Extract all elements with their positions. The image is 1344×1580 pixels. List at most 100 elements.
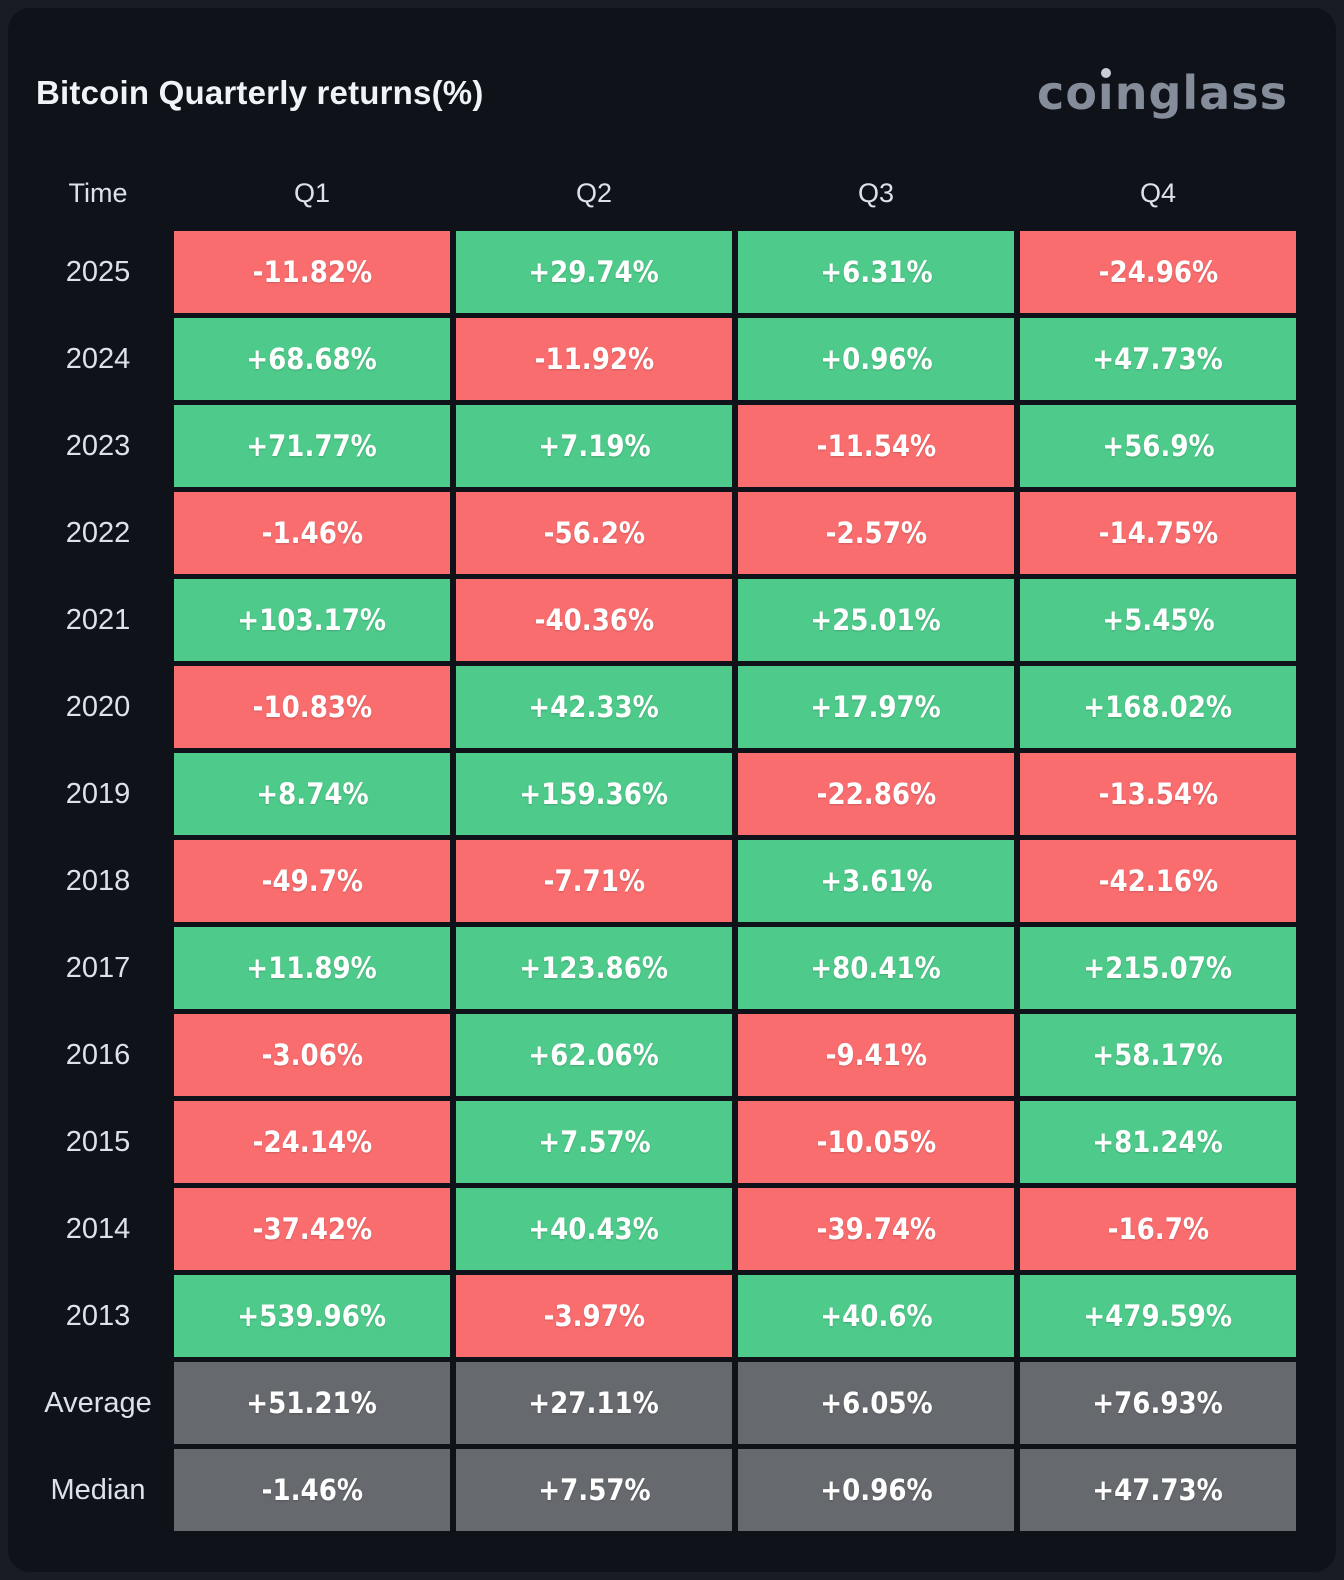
return-value: +168.02%: [1083, 690, 1233, 724]
row-label-2016: 2016: [65, 1038, 131, 1071]
return-value: -9.41%: [825, 1038, 927, 1072]
return-cell-2022-q2: -56.2%: [456, 492, 732, 574]
return-value: -10.83%: [252, 690, 372, 724]
return-value: +40.43%: [528, 1212, 660, 1246]
return-cell-2015-q3: -10.05%: [738, 1101, 1014, 1183]
return-value: +6.31%: [819, 255, 933, 289]
return-cell-2019-q3: -22.86%: [738, 753, 1014, 835]
return-cell-2014-q4: -16.7%: [1020, 1188, 1296, 1270]
return-value: -42.16%: [1098, 864, 1218, 898]
return-cell-2013-q3: +40.6%: [738, 1275, 1014, 1357]
return-value: +56.9%: [1101, 429, 1215, 463]
return-value: +17.97%: [810, 690, 942, 724]
return-cell-2021-q3: +25.01%: [738, 579, 1014, 661]
return-value: -11.92%: [534, 342, 654, 376]
return-value: +3.61%: [819, 864, 933, 898]
row-label-2024: 2024: [65, 342, 131, 375]
row-label-2013: 2013: [65, 1299, 131, 1332]
return-value: +215.07%: [1083, 951, 1233, 985]
return-value: +62.06%: [528, 1038, 660, 1072]
return-value: -1.46%: [261, 1473, 363, 1507]
return-cell-2023-q4: +56.9%: [1020, 405, 1296, 487]
return-value: -11.82%: [252, 255, 372, 289]
return-cell-2018-q1: -49.7%: [174, 840, 450, 922]
return-value: +42.33%: [528, 690, 660, 724]
row-label-2017: 2017: [65, 951, 131, 984]
return-value: -2.57%: [825, 516, 927, 550]
return-cell-2020-q2: +42.33%: [456, 666, 732, 748]
return-cell-average-q1: +51.21%: [174, 1362, 450, 1444]
return-value: +68.68%: [246, 342, 378, 376]
return-cell-average-q4: +76.93%: [1020, 1362, 1296, 1444]
column-header-q4: Q4: [1139, 177, 1177, 208]
column-header-time: Time: [68, 177, 128, 208]
return-value: -24.96%: [1098, 255, 1218, 289]
return-value: -49.7%: [261, 864, 363, 898]
return-value: +123.86%: [519, 951, 669, 985]
return-value: -37.42%: [252, 1212, 372, 1246]
return-cell-2022-q3: -2.57%: [738, 492, 1014, 574]
return-cell-2017-q2: +123.86%: [456, 927, 732, 1009]
return-cell-2015-q2: +7.57%: [456, 1101, 732, 1183]
return-value: +0.96%: [819, 342, 933, 376]
return-cell-2024-q2: -11.92%: [456, 318, 732, 400]
return-cell-average-q2: +27.11%: [456, 1362, 732, 1444]
row-label-2018: 2018: [65, 864, 131, 897]
return-value: +51.21%: [246, 1386, 378, 1420]
return-cell-2019-q1: +8.74%: [174, 753, 450, 835]
return-cell-2020-q4: +168.02%: [1020, 666, 1296, 748]
row-label-2022: 2022: [65, 516, 131, 549]
return-cell-median-q4: +47.73%: [1020, 1449, 1296, 1531]
row-label-2021: 2021: [65, 603, 131, 636]
returns-table: Time Q1 Q2 Q3 Q4 2025 -11.82% +29.74% +6.31…: [8, 160, 1336, 1531]
return-cell-2020-q3: +17.97%: [738, 666, 1014, 748]
return-cell-2018-q2: -7.71%: [456, 840, 732, 922]
return-cell-2015-q1: -24.14%: [174, 1101, 450, 1183]
return-cell-2017-q4: +215.07%: [1020, 927, 1296, 1009]
return-cell-2022-q1: -1.46%: [174, 492, 450, 574]
return-value: -13.54%: [1098, 777, 1218, 811]
return-value: +58.17%: [1092, 1038, 1224, 1072]
return-cell-2023-q2: +7.19%: [456, 405, 732, 487]
coinglass-logo[interactable]: coı nglass: [1037, 66, 1288, 120]
return-cell-2014-q2: +40.43%: [456, 1188, 732, 1270]
return-cell-2013-q1: +539.96%: [174, 1275, 450, 1357]
return-cell-2016-q3: -9.41%: [738, 1014, 1014, 1096]
return-value: +71.77%: [246, 429, 378, 463]
return-cell-2024-q3: +0.96%: [738, 318, 1014, 400]
return-value: -56.2%: [543, 516, 645, 550]
return-cell-2019-q4: -13.54%: [1020, 753, 1296, 835]
return-value: +80.41%: [810, 951, 942, 985]
return-value: +8.74%: [255, 777, 369, 811]
return-value: -40.36%: [534, 603, 654, 637]
row-label-average: Average: [44, 1386, 152, 1419]
return-value: +7.19%: [537, 429, 651, 463]
return-cell-2016-q2: +62.06%: [456, 1014, 732, 1096]
return-value: -11.54%: [816, 429, 936, 463]
return-value: +539.96%: [237, 1299, 387, 1333]
column-header-q3: Q3: [857, 177, 895, 208]
return-cell-2016-q4: +58.17%: [1020, 1014, 1296, 1096]
return-value: -39.74%: [816, 1212, 936, 1246]
return-value: +27.11%: [528, 1386, 660, 1420]
row-label-2015: 2015: [65, 1125, 131, 1158]
return-cell-2021-q2: -40.36%: [456, 579, 732, 661]
return-value: +7.57%: [537, 1125, 651, 1159]
return-value: +76.93%: [1092, 1386, 1224, 1420]
return-cell-2021-q4: +5.45%: [1020, 579, 1296, 661]
logo-i: ı: [1097, 66, 1115, 120]
return-value: +40.6%: [819, 1299, 933, 1333]
card-header: Bitcoin Quarterly returns(%) coı nglass: [8, 8, 1336, 160]
column-header-q2: Q2: [575, 177, 613, 208]
return-value: +81.24%: [1092, 1125, 1224, 1159]
row-label-2025: 2025: [65, 255, 131, 288]
return-cell-2017-q3: +80.41%: [738, 927, 1014, 1009]
return-value: +479.59%: [1083, 1299, 1233, 1333]
return-cell-2025-q2: +29.74%: [456, 231, 732, 313]
return-value: -3.06%: [261, 1038, 363, 1072]
return-value: +11.89%: [246, 951, 378, 985]
return-value: -16.7%: [1107, 1212, 1209, 1246]
return-value: -7.71%: [543, 864, 645, 898]
return-value: -10.05%: [816, 1125, 936, 1159]
return-cell-2015-q4: +81.24%: [1020, 1101, 1296, 1183]
